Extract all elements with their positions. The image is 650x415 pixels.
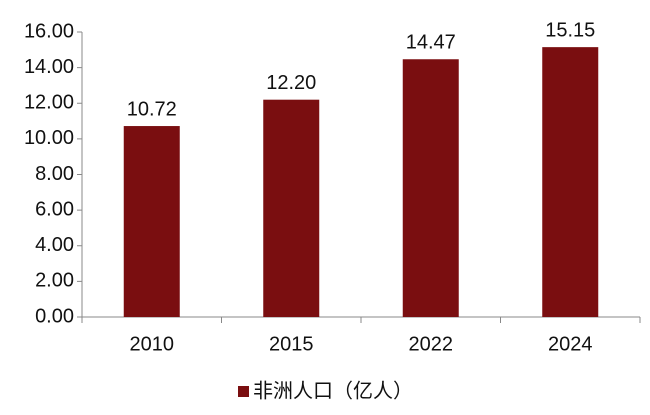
y-tick-label: 0.00 bbox=[35, 305, 74, 327]
x-tick-label: 2022 bbox=[409, 333, 454, 355]
data-label: 12.20 bbox=[266, 72, 316, 94]
y-tick-label: 6.00 bbox=[35, 198, 74, 220]
legend-swatch bbox=[238, 386, 249, 397]
bar bbox=[123, 126, 180, 317]
legend-label: 非洲人口（亿人） bbox=[253, 379, 413, 402]
x-tick-label: 2024 bbox=[548, 333, 593, 355]
bar bbox=[263, 99, 320, 317]
bar bbox=[542, 47, 599, 317]
bar bbox=[402, 59, 459, 318]
y-tick-label: 8.00 bbox=[35, 163, 74, 185]
data-label: 14.47 bbox=[406, 32, 456, 54]
data-label: 15.15 bbox=[545, 19, 595, 41]
y-tick-label: 14.00 bbox=[24, 56, 74, 78]
x-tick-label: 2010 bbox=[130, 333, 175, 355]
y-tick-label: 16.00 bbox=[24, 20, 74, 42]
y-tick-label: 2.00 bbox=[35, 270, 74, 292]
x-tick-label: 2015 bbox=[269, 333, 314, 355]
y-tick-label: 10.00 bbox=[24, 127, 74, 149]
y-tick-label: 12.00 bbox=[24, 92, 74, 114]
data-label: 10.72 bbox=[127, 98, 177, 120]
y-tick-label: 4.00 bbox=[35, 234, 74, 256]
